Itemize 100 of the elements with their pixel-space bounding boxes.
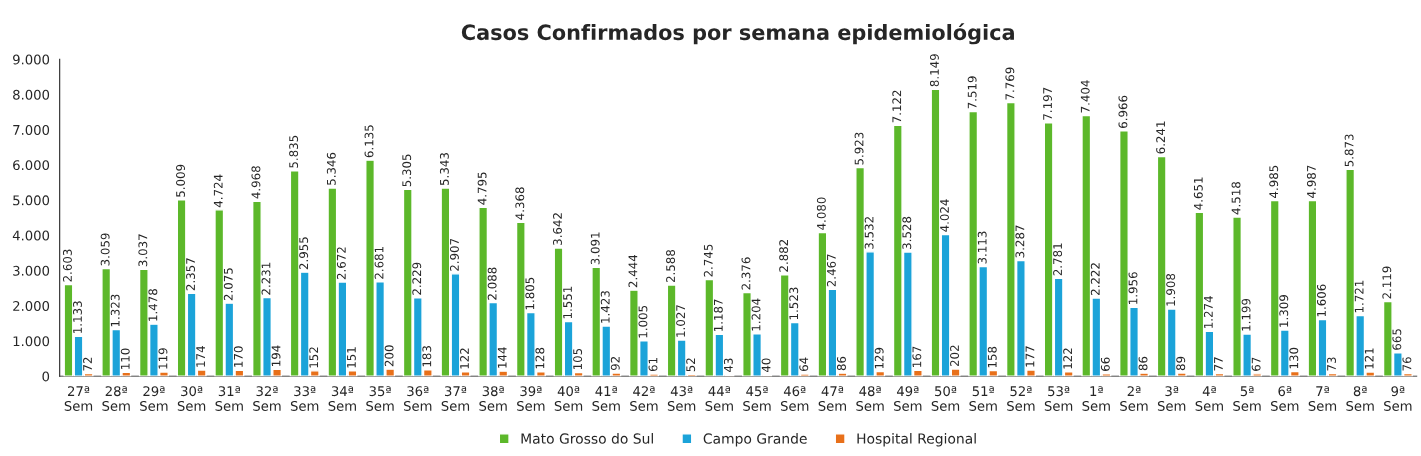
data-label: 200: [384, 345, 394, 367]
data-label: 665: [1392, 329, 1402, 350]
x-tick-label: 38ª Sem: [479, 386, 507, 411]
x-tick-label: 36ª Sem: [403, 386, 432, 411]
data-label: 86: [837, 356, 846, 371]
x-tick-label: 46ª Sem: [780, 386, 809, 411]
data-label: 4.024: [940, 199, 949, 232]
y-tick-label: 3.000: [13, 265, 50, 276]
data-label: 2.745: [703, 244, 713, 277]
data-label: 6.966: [1118, 95, 1128, 128]
data-label: 194: [271, 345, 281, 366]
x-tick-label: 1ª Sem: [1082, 386, 1110, 411]
data-label: 5.343: [439, 153, 449, 186]
data-label: 5.305: [402, 154, 412, 187]
data-label: 77: [1214, 357, 1223, 371]
data-label: 43: [723, 358, 733, 372]
data-label: 2.357: [186, 258, 196, 291]
x-tick-label: 40ª Sem: [554, 386, 583, 411]
data-label: 4.795: [477, 172, 487, 205]
data-label: 4.987: [1306, 165, 1316, 198]
data-label: 1.908: [1166, 273, 1176, 306]
data-label: 40: [761, 358, 771, 373]
data-label: 2.444: [628, 254, 638, 288]
data-label: 73: [1327, 357, 1336, 371]
chart-title: Casos Confirmados por semana epidemiológica: [461, 23, 1014, 45]
data-label: 1.523: [789, 287, 799, 320]
x-tick-label: 41ª Sem: [592, 386, 620, 411]
data-label: 2.229: [412, 262, 422, 295]
y-tick-label: 1.000: [13, 336, 50, 347]
data-label: 61: [648, 358, 658, 372]
data-label: 1.423: [600, 291, 610, 323]
data-label: 1.323: [110, 294, 120, 327]
y-tick-label: 7.000: [13, 124, 50, 135]
x-tick-label: 34ª Sem: [328, 386, 356, 411]
data-label: 1.199: [1241, 298, 1251, 331]
x-tick-label: 47ª Sem: [818, 386, 846, 411]
data-label: 66: [1100, 357, 1110, 371]
x-tick-label: 51ª Sem: [969, 386, 997, 411]
data-label: 3.113: [977, 231, 987, 264]
data-label: 2.588: [666, 249, 676, 283]
data-label: 174: [196, 346, 205, 367]
data-label: 5.009: [176, 164, 185, 197]
data-label: 64: [799, 357, 809, 372]
data-label: 1.027: [676, 305, 686, 337]
data-label: 76: [1402, 357, 1412, 371]
data-label: 4.651: [1193, 177, 1203, 210]
data-label: 144: [497, 347, 507, 368]
data-label: 2.907: [449, 238, 459, 271]
x-tick-label: 5ª Sem: [1233, 386, 1261, 411]
x-tick-label: 31ª Sem: [215, 386, 243, 411]
data-label: 5.835: [289, 135, 299, 168]
data-label: 7.122: [892, 90, 902, 123]
data-label: 1.478: [148, 289, 158, 321]
data-label: 4.518: [1231, 182, 1241, 215]
data-label: 8.149: [929, 54, 939, 87]
data-label: 2.882: [779, 239, 789, 272]
data-label: 67: [1251, 357, 1261, 371]
data-label: 122: [460, 348, 469, 369]
y-tick-label: 0: [42, 371, 50, 382]
x-tick-label: 4ª Sem: [1195, 386, 1223, 411]
data-label: 1.005: [638, 305, 648, 338]
data-label: 122: [1063, 348, 1072, 369]
data-label: 1.721: [1354, 280, 1364, 313]
x-tick-label: 44ª Sem: [705, 386, 733, 411]
data-label: 3.528: [902, 216, 912, 249]
data-label: 170: [233, 346, 243, 367]
data-label: 4.985: [1269, 165, 1279, 198]
data-label: 3.532: [864, 217, 874, 249]
data-label: 158: [987, 346, 997, 368]
x-tick-label: 52ª Sem: [1007, 386, 1035, 411]
x-tick-label: 48ª Sem: [856, 386, 884, 411]
data-label: 1.133: [73, 301, 82, 333]
data-label: 4.968: [251, 166, 261, 199]
x-tick-label: 42ª Sem: [630, 386, 658, 411]
data-label: 7.769: [1005, 67, 1015, 100]
data-label: 177: [1025, 346, 1035, 367]
data-label: 3.287: [1015, 225, 1025, 258]
y-tick-label: 9.000: [13, 54, 50, 65]
data-label: 2.467: [826, 254, 836, 287]
data-label: 1.309: [1279, 295, 1289, 327]
x-tick-label: 50ª Sem: [931, 386, 960, 411]
data-label: 3.642: [553, 213, 562, 245]
data-label: 129: [874, 347, 884, 369]
x-tick-label: 6ª Sem: [1271, 386, 1299, 411]
x-tick-label: 49ª Sem: [894, 386, 922, 411]
data-label: 2.376: [741, 257, 751, 290]
x-tick-label: 29ª Sem: [140, 386, 168, 411]
data-label: 2.222: [1090, 263, 1100, 295]
x-tick-label: 27ª Sem: [64, 386, 93, 411]
data-label: 105: [573, 348, 583, 370]
x-tick-label: 9ª Sem: [1384, 386, 1412, 411]
data-label: 2.231: [261, 262, 271, 295]
data-label: 52: [686, 358, 696, 372]
data-label: 2.119: [1382, 266, 1392, 299]
data-label: 3.059: [100, 233, 110, 266]
data-label: 167: [912, 346, 922, 367]
x-tick-label: 8ª Sem: [1346, 386, 1374, 411]
data-label: 2.672: [336, 247, 346, 280]
data-label: 183: [422, 346, 432, 367]
data-label: 6.135: [364, 125, 374, 158]
